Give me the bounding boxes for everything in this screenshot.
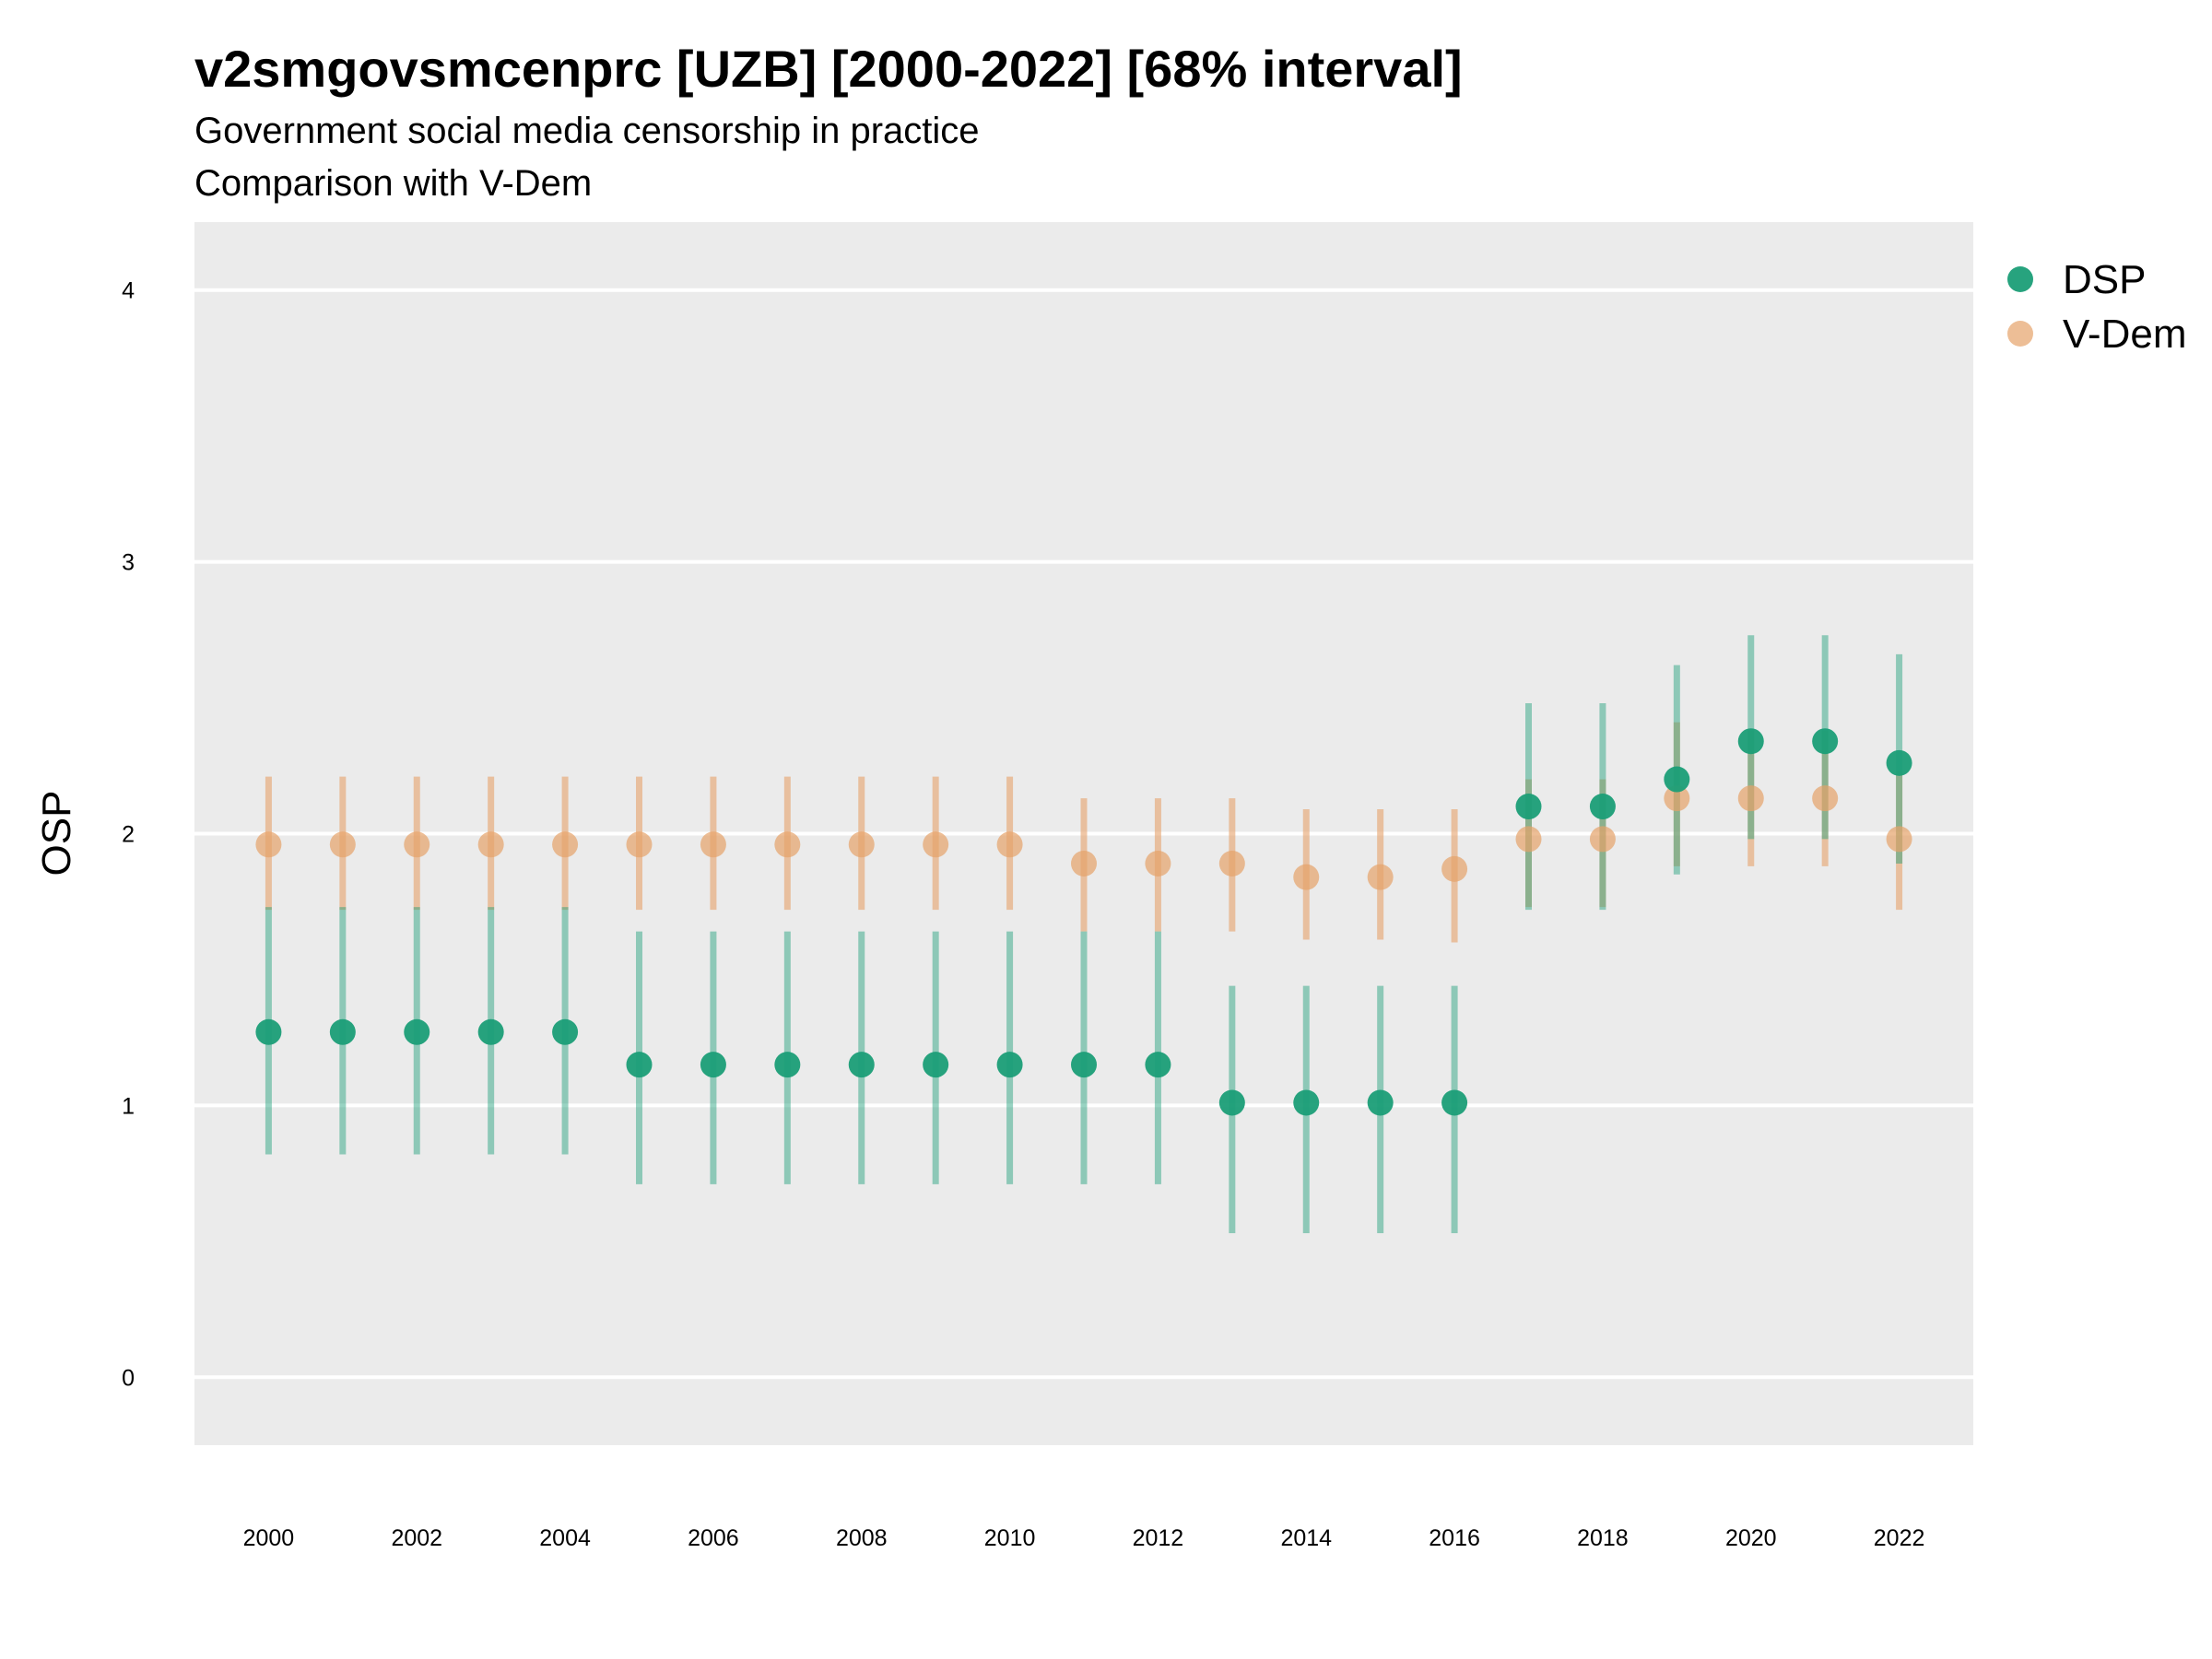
y-axis-ticks: 0 1 2 3 4 — [122, 278, 135, 1392]
point-v-dem — [626, 831, 653, 858]
x-axis-ticks: 2000 2002 2004 2006 2008 2010 2012 2014 2016 2018… — [243, 1525, 1925, 1551]
x-tick-label: 2016 — [1429, 1525, 1480, 1551]
point-dsp — [1812, 728, 1839, 755]
point-v-dem — [255, 831, 282, 858]
point-dsp — [774, 1052, 801, 1078]
point-v-dem — [1589, 826, 1616, 853]
legend-marker-v-dem — [2007, 321, 2033, 347]
point-v-dem — [923, 831, 949, 858]
point-v-dem — [1218, 850, 1245, 877]
point-v-dem — [404, 831, 430, 858]
x-tick-label: 2006 — [688, 1525, 739, 1551]
point-dsp — [404, 1018, 430, 1045]
point-v-dem — [1441, 855, 1468, 882]
point-v-dem — [1515, 826, 1542, 853]
point-dsp — [700, 1052, 726, 1078]
point-dsp — [1145, 1052, 1171, 1078]
point-dsp — [626, 1052, 653, 1078]
y-axis-label: OSP — [34, 791, 79, 877]
legend: DSP V-Dem — [2007, 257, 2186, 357]
chart-subtitle-2: Comparison with V-Dem — [194, 163, 592, 204]
point-dsp — [1441, 1089, 1468, 1116]
point-dsp — [1293, 1089, 1320, 1116]
y-tick-label: 2 — [122, 822, 135, 848]
chart-subtitle: Government social media censorship in pr… — [194, 111, 980, 151]
point-dsp — [1515, 794, 1542, 820]
point-dsp — [477, 1018, 504, 1045]
point-v-dem — [1664, 785, 1690, 812]
data-points — [255, 728, 1912, 1116]
y-tick-label: 3 — [122, 550, 135, 576]
point-dsp — [1589, 794, 1616, 820]
point-v-dem — [477, 831, 504, 858]
point-v-dem — [1071, 850, 1097, 877]
point-dsp — [1886, 749, 1912, 776]
y-tick-label: 1 — [122, 1093, 135, 1119]
point-dsp — [1737, 728, 1764, 755]
point-v-dem — [552, 831, 579, 858]
point-dsp — [1218, 1089, 1245, 1116]
point-dsp — [923, 1052, 949, 1078]
legend-marker-dsp — [2007, 266, 2033, 292]
point-v-dem — [1367, 864, 1394, 890]
point-v-dem — [1737, 785, 1764, 812]
point-v-dem — [329, 831, 356, 858]
x-tick-label: 2022 — [1874, 1525, 1925, 1551]
point-v-dem — [700, 831, 726, 858]
point-dsp — [1367, 1089, 1394, 1116]
x-tick-label: 2010 — [984, 1525, 1036, 1551]
x-tick-label: 2004 — [539, 1525, 591, 1551]
x-tick-label: 2008 — [836, 1525, 888, 1551]
chart-title: v2smgovsmcenprc [UZB] [2000-2022] [68% i… — [194, 40, 1463, 98]
point-v-dem — [774, 831, 801, 858]
x-tick-label: 2018 — [1577, 1525, 1629, 1551]
point-v-dem — [1886, 826, 1912, 853]
point-dsp — [552, 1018, 579, 1045]
legend-label-v-dem: V-Dem — [2063, 312, 2186, 357]
point-dsp — [255, 1018, 282, 1045]
point-v-dem — [996, 831, 1023, 858]
point-v-dem — [848, 831, 875, 858]
x-tick-label: 2002 — [391, 1525, 442, 1551]
point-v-dem — [1293, 864, 1320, 890]
point-dsp — [1071, 1052, 1097, 1078]
point-v-dem — [1812, 785, 1839, 812]
x-tick-label: 2014 — [1280, 1525, 1332, 1551]
x-tick-label: 2000 — [243, 1525, 295, 1551]
y-tick-label: 4 — [122, 278, 135, 304]
point-v-dem — [1145, 850, 1171, 877]
x-tick-label: 2020 — [1725, 1525, 1777, 1551]
y-tick-label: 0 — [122, 1365, 135, 1391]
x-tick-label: 2012 — [1133, 1525, 1184, 1551]
point-dsp — [996, 1052, 1023, 1078]
point-dsp — [1664, 766, 1690, 793]
point-dsp — [329, 1018, 356, 1045]
legend-label-dsp: DSP — [2063, 257, 2146, 302]
point-dsp — [848, 1052, 875, 1078]
